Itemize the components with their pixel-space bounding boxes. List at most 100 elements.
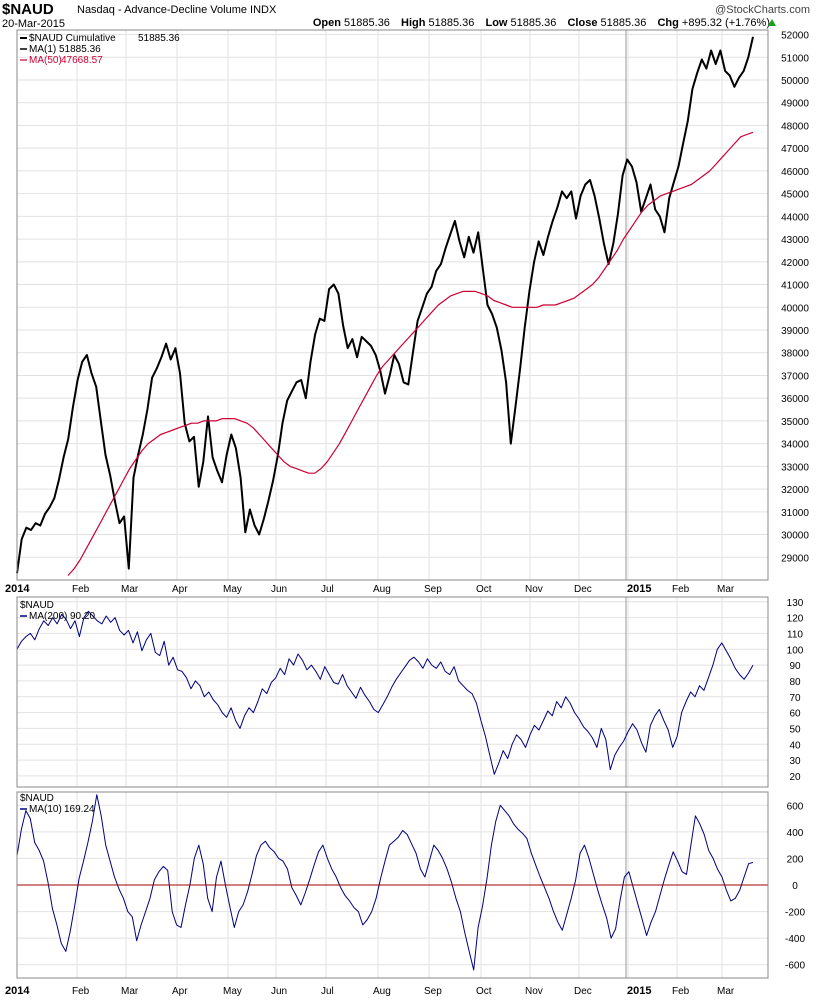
month-label: 2015 bbox=[627, 583, 651, 595]
panel-2-y-tick-label: 100 bbox=[787, 645, 804, 656]
panel-2-y-tick-label: 50 bbox=[789, 724, 801, 735]
panel-1-y-tick-label: 41000 bbox=[781, 281, 809, 292]
panel-2-y-tick-label: 90 bbox=[789, 661, 801, 672]
month-label: Feb bbox=[672, 584, 690, 595]
close-value: 51885.36 bbox=[600, 17, 647, 29]
panel-1-y-tick-label: 44000 bbox=[781, 212, 809, 223]
panel-2-series-ma200-line bbox=[16, 610, 754, 775]
panel-1-y-tick-label: 31000 bbox=[781, 508, 809, 519]
month-label-bottom: Feb bbox=[672, 986, 690, 997]
panel-1-y-tick-label: 52000 bbox=[781, 31, 809, 42]
panel-1-y-tick-label: 48000 bbox=[781, 121, 809, 132]
high-value: 51885.36 bbox=[428, 17, 475, 29]
panel-1-y-tick-label: 34000 bbox=[781, 440, 809, 451]
month-label: Mar bbox=[717, 584, 735, 595]
panel-1-y-tick-label: 42000 bbox=[781, 258, 809, 269]
panel-3-y-tick-label: 200 bbox=[787, 854, 804, 865]
month-label: Jul bbox=[321, 584, 334, 595]
legend-label: $NAUD Cumulative bbox=[29, 33, 116, 44]
panel-3-y-tick-label: -400 bbox=[785, 934, 805, 945]
month-label-bottom: Jun bbox=[271, 986, 287, 997]
month-label-bottom: 2014 bbox=[5, 985, 30, 997]
panel-2-y-tick-label: 30 bbox=[789, 756, 801, 767]
panel-3-title: $NAUD bbox=[20, 793, 54, 804]
panel-3-y-tick-label: 600 bbox=[787, 801, 804, 812]
panel-1-background bbox=[17, 30, 768, 580]
panel-1-y-tick-label: 40000 bbox=[781, 303, 809, 314]
month-label-bottom: Sep bbox=[424, 986, 442, 997]
month-label: Dec bbox=[574, 584, 592, 595]
month-label: Apr bbox=[172, 584, 188, 595]
month-label-bottom: Oct bbox=[476, 986, 492, 997]
month-label-bottom: Dec bbox=[574, 986, 592, 997]
panel-2-y-tick-label: 60 bbox=[789, 709, 801, 720]
panel-2-y-tick-label: 80 bbox=[789, 677, 801, 688]
month-label: Aug bbox=[373, 584, 391, 595]
panel-2-y-tick-label: 130 bbox=[787, 598, 804, 609]
change-up-icon bbox=[768, 19, 776, 26]
month-label-bottom: 2015 bbox=[627, 985, 651, 997]
panel-2-frame bbox=[16, 596, 769, 788]
panel-3-series-ma10-line bbox=[16, 794, 754, 971]
ohlc-readout: Open 51885.36 High 51885.36 Low 51885.36… bbox=[313, 17, 770, 29]
panel-1-y-tick-label: 46000 bbox=[781, 167, 809, 178]
panel-1-y-tick-label: 39000 bbox=[781, 326, 809, 337]
legend-value: 169.24 bbox=[64, 804, 95, 815]
open-value: 51885.36 bbox=[344, 17, 390, 29]
legend-label: MA(50) bbox=[29, 55, 62, 66]
legend-label: MA(1) bbox=[29, 44, 56, 55]
panel-1-y-tick-label: 45000 bbox=[781, 190, 809, 201]
month-label-bottom: Jul bbox=[321, 986, 334, 997]
panel-1-series-naudcumulative-line bbox=[16, 36, 754, 574]
legend-label: MA(10) bbox=[29, 804, 62, 815]
chg-label: Chg bbox=[657, 17, 679, 29]
panel-1-y-tick-label: 49000 bbox=[781, 99, 809, 110]
month-label-bottom: Apr bbox=[172, 986, 188, 997]
month-label-bottom: Feb bbox=[72, 986, 90, 997]
panel-2-background bbox=[17, 597, 768, 787]
month-label: Jun bbox=[271, 584, 287, 595]
panel-1-series-ma50-line bbox=[67, 131, 754, 576]
open-label: Open bbox=[312, 17, 341, 29]
month-label: Mar bbox=[121, 584, 139, 595]
chart-header: $NAUD Nasdaq - Advance-Decline Volume IN… bbox=[0, 0, 820, 30]
panel-1-y-tick-label: 50000 bbox=[781, 76, 809, 87]
month-label: Oct bbox=[476, 584, 492, 595]
legend-value: 51885.36 bbox=[59, 44, 101, 55]
panel-1-y-tick-label: 43000 bbox=[781, 235, 809, 246]
panel-3-y-tick-label: 400 bbox=[787, 828, 804, 839]
panel-2-y-tick-label: 70 bbox=[789, 693, 801, 704]
panel-1-y-tick-label: 29000 bbox=[781, 553, 809, 564]
month-label: Sep bbox=[424, 584, 442, 595]
panel-2-y-tick-label: 40 bbox=[789, 740, 801, 751]
legend-value: 90.20 bbox=[70, 611, 95, 622]
panel-1-y-tick-label: 36000 bbox=[781, 394, 809, 405]
legend-value: 51885.36 bbox=[138, 33, 180, 44]
panel-2-y-tick-label: 120 bbox=[787, 614, 804, 625]
month-label: 2014 bbox=[5, 583, 30, 595]
close-label: Close bbox=[567, 17, 598, 29]
symbol-description: Nasdaq - Advance-Decline Volume INDX bbox=[77, 4, 277, 16]
high-label: High bbox=[401, 17, 426, 29]
panel-2-y-tick-label: 20 bbox=[789, 772, 801, 783]
panel-1-y-tick-label: 33000 bbox=[781, 462, 809, 473]
low-label: Low bbox=[485, 17, 508, 29]
chg-value: +895.32 (+1.76%) bbox=[681, 17, 770, 29]
legend-label: MA(200) bbox=[29, 611, 67, 622]
chart-date: 20-Mar-2015 bbox=[2, 18, 65, 30]
panel-1-y-tick-label: 38000 bbox=[781, 349, 809, 360]
panel-1-y-tick-label: 35000 bbox=[781, 417, 809, 428]
panel-3-y-tick-label: 0 bbox=[792, 881, 798, 892]
panel-2-y-tick-label: 110 bbox=[787, 629, 803, 640]
month-label: Nov bbox=[525, 584, 543, 595]
panel-1-y-tick-label: 47000 bbox=[781, 144, 809, 155]
legend-value: 47668.57 bbox=[61, 55, 103, 66]
panel-1-y-tick-label: 51000 bbox=[781, 53, 809, 64]
panel-1-frame bbox=[16, 29, 769, 581]
panel-3-frame bbox=[16, 791, 769, 979]
month-label-bottom: May bbox=[223, 986, 242, 997]
symbol-title: $NAUD bbox=[2, 1, 54, 18]
month-label-bottom: Aug bbox=[373, 986, 391, 997]
panel-1-y-tick-label: 37000 bbox=[781, 371, 809, 382]
